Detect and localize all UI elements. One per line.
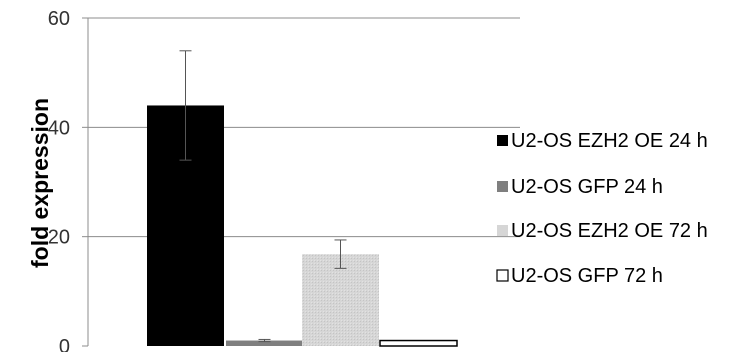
bars	[147, 105, 458, 347]
y-tick-label: 40	[48, 117, 70, 139]
legend-label: U2-OS GFP 72 h	[511, 265, 663, 287]
y-tick-label: 20	[48, 227, 70, 249]
legend-item: U2-OS GFP 24 h	[497, 176, 663, 198]
error-bars	[179, 50, 347, 343]
legend-label: U2-OS GFP 24 h	[511, 176, 663, 198]
legend-swatch	[497, 135, 508, 146]
legend-swatch	[496, 269, 509, 282]
legend-label: U2-OS EZH2 OE 24 h	[511, 130, 708, 152]
y-tick-label: 0	[59, 336, 70, 352]
legend-item: U2-OS GFP 72 h	[496, 265, 663, 287]
y-axis: 0 20 40 60	[48, 8, 89, 352]
legend-item: U2-OS EZH2 OE 72 h	[497, 220, 708, 242]
legend-swatch	[497, 181, 508, 192]
bar	[226, 340, 303, 346]
legend-label: U2-OS EZH2 OE 72 h	[511, 220, 708, 242]
y-tick-label: 60	[48, 8, 70, 30]
legend: U2-OS EZH2 OE 24 h U2-OS GFP 24 h U2-OS EZ…	[496, 130, 708, 287]
y-axis-title: fold expression	[27, 98, 53, 268]
bar	[379, 339, 458, 347]
bar	[302, 254, 379, 346]
legend-item: U2-OS EZH2 OE 24 h	[497, 130, 708, 152]
legend-swatch	[497, 225, 508, 236]
